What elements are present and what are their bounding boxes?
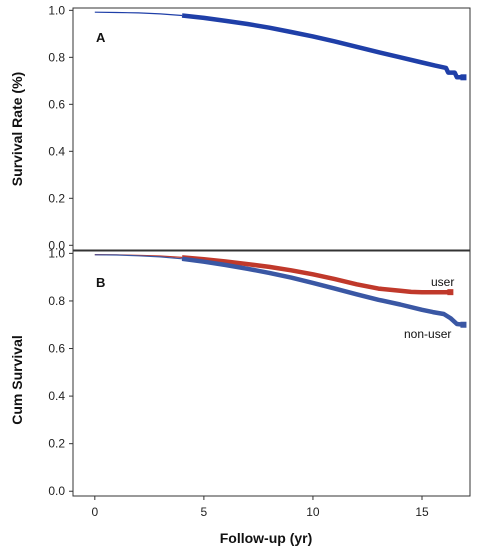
panel-a-series: [94, 11, 467, 81]
y-tick-label: 0.4: [48, 144, 65, 158]
y-tick-label: 1.0: [48, 246, 65, 260]
series-line-survival-early: [94, 11, 183, 17]
series-end-marker-user: [447, 289, 454, 296]
series-end-marker-non-user: [460, 321, 467, 328]
y-tick-label: 0.0: [48, 238, 65, 252]
y-tick-label: 0.6: [48, 97, 65, 111]
panel-a-y-tick-labels: 0.0 0.2 0.4 0.6 0.8 1.0: [48, 3, 65, 252]
series-label-user: user: [431, 275, 454, 289]
panel-a-frame: [72, 7, 471, 251]
panel-b-y-axis-title: Cum Survival: [9, 335, 25, 424]
y-tick-label: 0.8: [48, 294, 65, 308]
panel-b-frame: [72, 250, 471, 497]
x-axis-title: Follow-up (yr): [220, 530, 313, 546]
series-line-non-user-early: [94, 254, 183, 260]
series-line-non-user: [181, 256, 464, 327]
panel-a-y-axis-title: Survival Rate (%): [9, 72, 25, 186]
y-tick-label: 1.0: [48, 3, 65, 17]
panel-b-y-ticks: [69, 252, 73, 492]
y-tick-label: 0.0: [48, 484, 65, 498]
x-tick-label: 15: [415, 505, 429, 519]
y-tick-label: 0.2: [48, 191, 65, 205]
panel-a-label: A: [96, 30, 106, 45]
y-tick-label: 0.6: [48, 342, 65, 356]
series-label-non-user: non-user: [404, 327, 451, 341]
panel-b-label: B: [96, 275, 105, 290]
panel-b-x-tick-labels: 0 5 10 15: [91, 505, 429, 519]
panel-b-series: [94, 254, 467, 328]
x-tick-label: 5: [201, 505, 208, 519]
series-line-user: [181, 255, 451, 295]
y-tick-label: 0.8: [48, 50, 65, 64]
panel-b-y-tick-labels: 0.0 0.2 0.4 0.6 0.8 1.0: [48, 246, 65, 498]
y-tick-label: 0.4: [48, 389, 65, 403]
x-tick-label: 0: [91, 505, 98, 519]
y-tick-label: 0.2: [48, 437, 65, 451]
x-tick-label: 10: [306, 505, 320, 519]
panel-a: 0.0 0.2 0.4 0.6 0.8 1.0 A Survival Rate (%): [9, 3, 471, 252]
panel-b: 0.0 0.2 0.4 0.6 0.8 1.0 0 5 10 15 B user non-use…: [9, 246, 471, 546]
series-line-survival: [181, 13, 464, 80]
series-end-marker-survival: [460, 74, 467, 81]
panel-a-y-ticks: [69, 9, 73, 246]
panel-b-x-ticks: [94, 496, 423, 500]
